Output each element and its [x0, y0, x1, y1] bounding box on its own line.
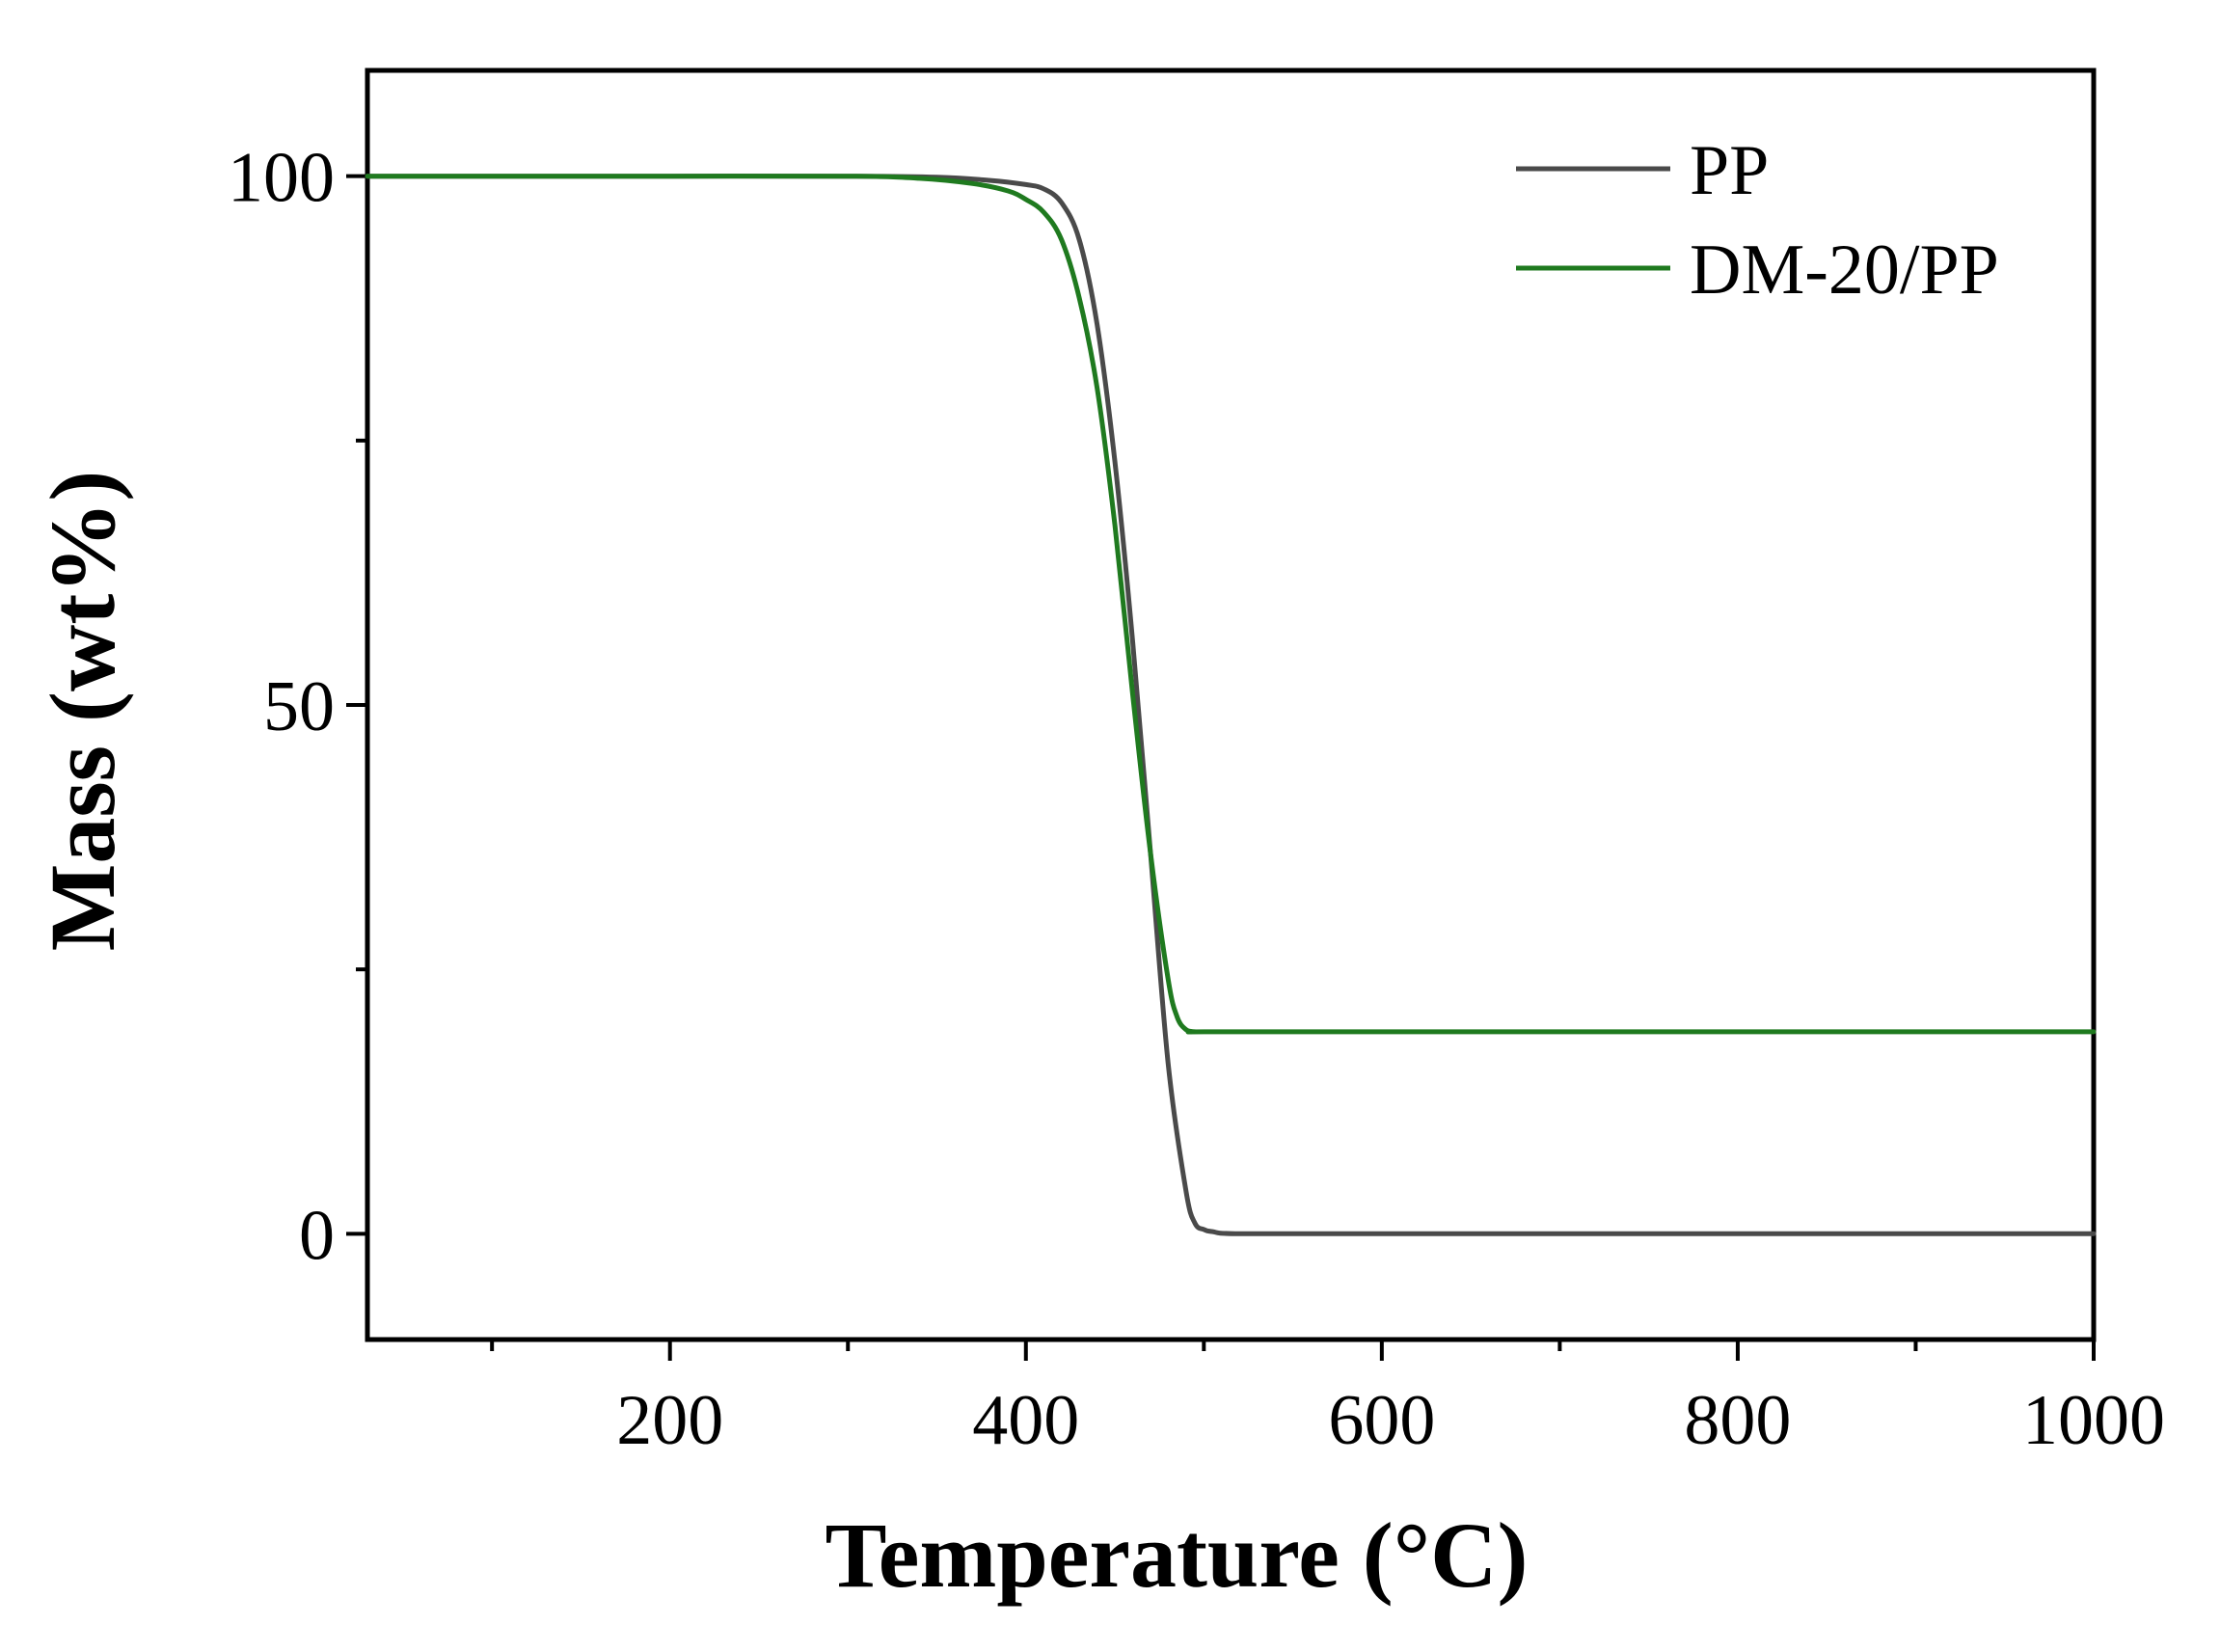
y-tick-label: 0	[299, 1196, 335, 1275]
x-axis-title: Temperature (°C)	[826, 1503, 1529, 1607]
x-tick-label: 800	[1684, 1381, 1791, 1460]
y-tick-label: 50	[263, 667, 335, 746]
legend-label: PP	[1690, 131, 1769, 210]
x-tick-label: 1000	[2022, 1381, 2165, 1460]
y-tick-label: 100	[228, 139, 335, 218]
axis-ticks	[346, 174, 2096, 1361]
series-line-dm-20-pp	[365, 174, 2097, 1035]
legend-label: DM-20/PP	[1690, 230, 1999, 310]
y-axis-title: Mass (wt%)	[31, 471, 134, 952]
legend: PP DM-20/PP	[1516, 131, 1999, 310]
series-line-pp	[365, 174, 2097, 1236]
x-tick-label: 400	[972, 1381, 1079, 1460]
x-tick-label: 200	[616, 1381, 723, 1460]
tick-labels: 200 400 600 800 1000 0 50 100	[228, 139, 2165, 1460]
x-tick-label: 600	[1328, 1381, 1435, 1460]
series-layer	[365, 174, 2097, 1236]
